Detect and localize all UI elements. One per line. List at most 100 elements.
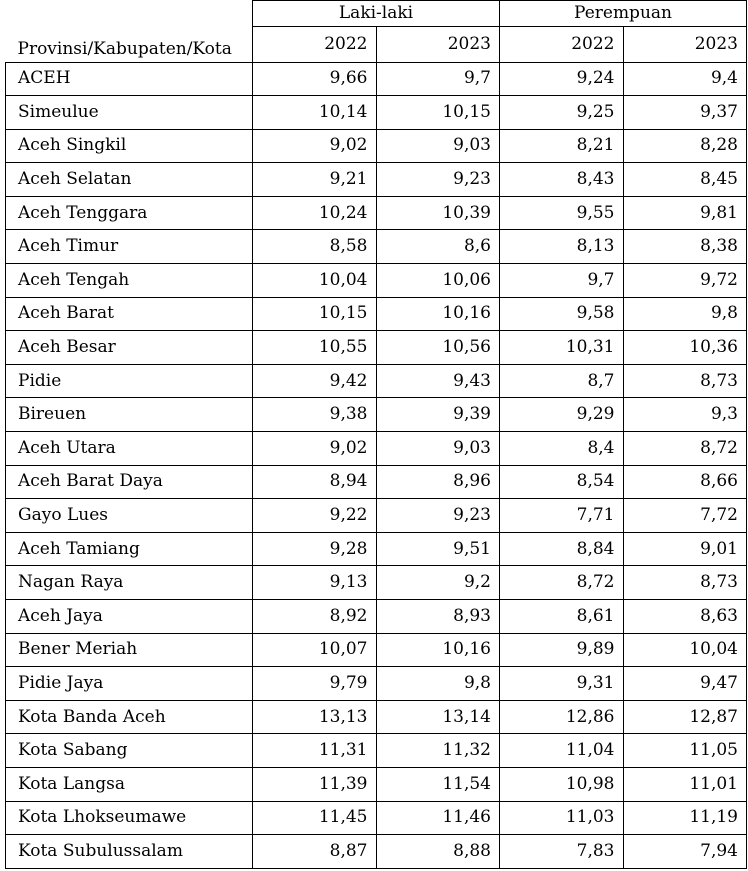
value-female-2022-cell: 11,04	[499, 733, 624, 768]
value-male-2022-cell: 9,42	[252, 363, 377, 399]
value-male-2023-cell: 11,46	[375, 800, 500, 836]
region-name-cell: Gayo Lues	[5, 498, 253, 533]
value-female-2023-cell: 11,01	[622, 766, 747, 802]
value-female-2023-cell: 8,73	[622, 363, 747, 399]
value-female-2023-cell: 8,73	[622, 565, 747, 600]
value-male-2023-cell: 11,32	[375, 733, 500, 768]
table-body: ACEH 9,66 9,7 9,24 9,4 Simeulue 10,14 10,15 9,25…	[5, 61, 747, 869]
value-male-2022-cell: 9,02	[252, 431, 377, 466]
value-male-2022-cell: 10,04	[252, 263, 377, 298]
value-male-2023-cell: 8,6	[375, 229, 500, 265]
table-row: Aceh Barat Daya 8,94 8,96 8,54 8,66	[5, 464, 747, 500]
value-male-2022-cell: 9,21	[252, 162, 377, 197]
value-male-2022-cell: 11,31	[252, 733, 377, 768]
value-male-2022-cell: 9,38	[252, 397, 377, 433]
region-name-cell: Aceh Timur	[5, 229, 253, 265]
region-name-cell: Aceh Besar	[5, 330, 253, 365]
value-male-2023-cell: 9,39	[375, 397, 500, 433]
value-female-2022-cell: 10,31	[499, 330, 624, 365]
region-name-cell: Pidie	[5, 363, 253, 399]
value-female-2023-cell: 8,28	[622, 128, 747, 164]
value-male-2023-cell: 11,54	[375, 766, 500, 802]
value-male-2023-cell: 10,16	[375, 632, 500, 668]
region-name-cell: Aceh Utara	[5, 431, 253, 466]
region-name-cell: Aceh Tamiang	[5, 531, 253, 567]
value-male-2023-cell: 10,15	[375, 95, 500, 130]
value-male-2022-cell: 8,92	[252, 599, 377, 634]
value-female-2023-cell: 11,05	[622, 733, 747, 768]
value-female-2023-cell: 9,81	[622, 195, 747, 231]
value-female-2023-cell: 9,72	[622, 263, 747, 298]
value-male-2022-cell: 10,24	[252, 195, 377, 231]
table-row: Aceh Utara 9,02 9,03 8,4 8,72	[5, 431, 747, 466]
value-male-2023-cell: 9,03	[375, 128, 500, 164]
region-name-cell: Kota Subulussalam	[5, 834, 253, 869]
table-row: Bireuen 9,38 9,39 9,29 9,3	[5, 397, 747, 433]
value-female-2023-cell: 9,4	[622, 61, 747, 97]
header-year-female-2022: 2022	[499, 26, 624, 63]
value-female-2023-cell: 9,8	[622, 296, 747, 332]
region-name-cell: Simeulue	[5, 95, 253, 130]
value-male-2023-cell: 13,14	[375, 699, 500, 735]
header-year-male-2023: 2023	[375, 26, 500, 63]
value-female-2022-cell: 8,7	[499, 363, 624, 399]
table-row: Aceh Singkil 9,02 9,03 8,21 8,28	[5, 128, 747, 164]
value-male-2023-cell: 9,03	[375, 431, 500, 466]
value-female-2023-cell: 7,72	[622, 498, 747, 533]
value-male-2022-cell: 10,07	[252, 632, 377, 668]
table-row: Kota Sabang 11,31 11,32 11,04 11,05	[5, 733, 747, 768]
region-name-cell: Aceh Barat	[5, 296, 253, 332]
table-row: Aceh Timur 8,58 8,6 8,13 8,38	[5, 229, 747, 265]
value-female-2023-cell: 12,87	[622, 699, 747, 735]
value-male-2023-cell: 8,88	[375, 834, 500, 869]
value-female-2022-cell: 8,4	[499, 431, 624, 466]
value-female-2023-cell: 9,47	[622, 666, 747, 701]
table-row: ACEH 9,66 9,7 9,24 9,4	[5, 61, 747, 97]
value-female-2022-cell: 7,83	[499, 834, 624, 869]
header-year-row: Provinsi/Kabupaten/Kota 2022 2023 2022 2…	[5, 26, 747, 63]
value-male-2023-cell: 9,51	[375, 531, 500, 567]
value-male-2022-cell: 9,22	[252, 498, 377, 533]
value-female-2023-cell: 9,3	[622, 397, 747, 433]
value-male-2023-cell: 8,96	[375, 464, 500, 500]
region-name-cell: Aceh Jaya	[5, 599, 253, 634]
value-female-2022-cell: 9,7	[499, 263, 624, 298]
value-female-2022-cell: 9,58	[499, 296, 624, 332]
value-female-2022-cell: 9,31	[499, 666, 624, 701]
value-female-2022-cell: 8,43	[499, 162, 624, 197]
table-row: Bener Meriah 10,07 10,16 9,89 10,04	[5, 632, 747, 668]
header-corner	[5, 0, 253, 27]
value-male-2022-cell: 9,13	[252, 565, 377, 600]
table-header: Laki-laki Perempuan Provinsi/Kabupaten/K…	[5, 0, 747, 63]
table-row: Kota Langsa 11,39 11,54 10,98 11,01	[5, 766, 747, 802]
table-row: Gayo Lues 9,22 9,23 7,71 7,72	[5, 498, 747, 533]
region-name-cell: Nagan Raya	[5, 565, 253, 600]
region-name-cell: ACEH	[5, 61, 253, 97]
value-male-2022-cell: 9,02	[252, 128, 377, 164]
value-male-2022-cell: 11,39	[252, 766, 377, 802]
header-group-female: Perempuan	[499, 0, 747, 27]
value-female-2022-cell: 9,29	[499, 397, 624, 433]
table-row: Pidie 9,42 9,43 8,7 8,73	[5, 363, 747, 399]
value-male-2022-cell: 10,15	[252, 296, 377, 332]
table-row: Aceh Tamiang 9,28 9,51 8,84 9,01	[5, 531, 747, 567]
table-row: Aceh Barat 10,15 10,16 9,58 9,8	[5, 296, 747, 332]
region-name-cell: Aceh Singkil	[5, 128, 253, 164]
value-female-2023-cell: 11,19	[622, 800, 747, 836]
value-female-2022-cell: 8,61	[499, 599, 624, 634]
header-year-female-2023: 2023	[622, 26, 747, 63]
value-female-2022-cell: 11,03	[499, 800, 624, 836]
value-female-2023-cell: 8,63	[622, 599, 747, 634]
value-female-2022-cell: 7,71	[499, 498, 624, 533]
table-row: Kota Lhokseumawe 11,45 11,46 11,03 11,19	[5, 800, 747, 836]
value-female-2023-cell: 10,04	[622, 632, 747, 668]
value-female-2023-cell: 9,37	[622, 95, 747, 130]
region-name-cell: Aceh Tengah	[5, 263, 253, 298]
value-male-2023-cell: 10,06	[375, 263, 500, 298]
region-name-cell: Kota Sabang	[5, 733, 253, 768]
value-male-2023-cell: 9,43	[375, 363, 500, 399]
header-group-male: Laki-laki	[252, 0, 500, 27]
value-male-2022-cell: 8,87	[252, 834, 377, 869]
value-male-2022-cell: 10,14	[252, 95, 377, 130]
region-name-cell: Aceh Selatan	[5, 162, 253, 197]
